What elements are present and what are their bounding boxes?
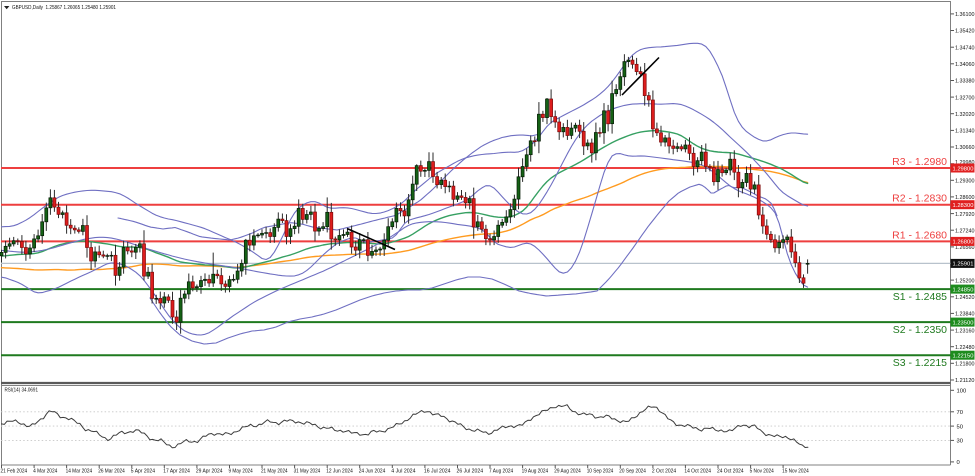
- svg-text:9 May 2024: 9 May 2024: [229, 469, 253, 475]
- svg-text:17 Apr 2024: 17 Apr 2024: [163, 469, 190, 475]
- svg-text:1.23840: 1.23840: [955, 312, 975, 318]
- svg-text:1.21120: 1.21120: [955, 378, 975, 384]
- svg-text:21 Feb 2024: 21 Feb 2024: [1, 469, 28, 475]
- svg-text:20 Sep 2024: 20 Sep 2024: [619, 469, 646, 475]
- svg-text:5 Apr 2024: 5 Apr 2024: [131, 469, 155, 475]
- svg-text:2 Oct 2024: 2 Oct 2024: [652, 469, 676, 475]
- svg-text:24 Oct 2024: 24 Oct 2024: [717, 469, 744, 475]
- svg-text:S3 - 1.2215: S3 - 1.2215: [893, 357, 947, 369]
- svg-text:1.33380: 1.33380: [955, 79, 975, 85]
- svg-text:1.26800: 1.26800: [953, 240, 974, 246]
- svg-text:10 Sep 2024: 10 Sep 2024: [587, 469, 614, 475]
- svg-text:1.25200: 1.25200: [955, 278, 975, 284]
- svg-text:1.27240: 1.27240: [955, 228, 975, 234]
- svg-text:1.28600: 1.28600: [955, 195, 975, 201]
- svg-text:1.34740: 1.34740: [955, 45, 975, 51]
- svg-text:1.21800: 1.21800: [955, 362, 975, 368]
- svg-text:RSI(14) 34.0691: RSI(14) 34.0691: [5, 388, 39, 394]
- svg-text:S1 - 1.2485: S1 - 1.2485: [893, 291, 947, 303]
- svg-text:R1 - 1.2680: R1 - 1.2680: [892, 229, 947, 241]
- svg-text:1.34060: 1.34060: [955, 62, 975, 68]
- svg-text:1.29800: 1.29800: [953, 166, 974, 172]
- svg-text:1.22150: 1.22150: [953, 354, 974, 360]
- svg-text:29 Apr 2024: 29 Apr 2024: [196, 469, 223, 475]
- svg-text:1.24850: 1.24850: [953, 287, 974, 293]
- svg-text:1.22480: 1.22480: [955, 345, 975, 351]
- svg-text:1.36100: 1.36100: [955, 12, 975, 18]
- svg-text:0: 0: [957, 460, 960, 466]
- svg-text:1.23500: 1.23500: [953, 320, 974, 326]
- svg-text:15 Nov 2024: 15 Nov 2024: [782, 469, 809, 475]
- svg-text:1.31340: 1.31340: [955, 129, 975, 135]
- svg-text:26 Mar 2024: 26 Mar 2024: [98, 469, 125, 475]
- svg-text:16 Jul 2024: 16 Jul 2024: [424, 469, 451, 475]
- svg-text:1.32020: 1.32020: [955, 112, 975, 118]
- svg-text:29 Aug 2024: 29 Aug 2024: [554, 469, 581, 475]
- svg-text:1.23160: 1.23160: [955, 328, 975, 334]
- svg-text:12 Jun 2024: 12 Jun 2024: [326, 469, 353, 475]
- svg-text:50: 50: [957, 424, 963, 430]
- svg-text:14 Oct 2024: 14 Oct 2024: [684, 469, 711, 475]
- svg-text:1.32700: 1.32700: [955, 95, 975, 101]
- svg-text:1.29980: 1.29980: [955, 160, 975, 166]
- svg-text:1.29300: 1.29300: [955, 179, 975, 185]
- svg-text:26 Jul 2024: 26 Jul 2024: [457, 469, 484, 475]
- svg-text:100: 100: [957, 389, 967, 395]
- svg-text:1.28300: 1.28300: [953, 203, 974, 209]
- svg-text:24 Jun 2024: 24 Jun 2024: [359, 469, 386, 475]
- svg-text:14 Mar 2024: 14 Mar 2024: [66, 469, 93, 475]
- svg-text:5 Nov 2024: 5 Nov 2024: [750, 469, 774, 475]
- svg-text:R3 - 1.2980: R3 - 1.2980: [892, 156, 947, 168]
- svg-text:1.35420: 1.35420: [955, 29, 975, 35]
- svg-text:31 May 2024: 31 May 2024: [294, 469, 321, 475]
- svg-text:4 Jul 2024: 4 Jul 2024: [391, 469, 415, 475]
- svg-text:1.27920: 1.27920: [955, 212, 975, 218]
- svg-text:1.30660: 1.30660: [955, 145, 975, 151]
- svg-text:1.25901: 1.25901: [953, 262, 974, 268]
- svg-text:30: 30: [957, 439, 963, 445]
- svg-text:19 Aug 2024: 19 Aug 2024: [522, 469, 549, 475]
- svg-text:S2 - 1.2350: S2 - 1.2350: [893, 324, 947, 336]
- svg-text:GBPUSD,Daily 1.25867 1.26065: GBPUSD,Daily 1.25867 1.26065 1.25480 1.2…: [12, 5, 116, 11]
- svg-text:1.26560: 1.26560: [955, 245, 975, 251]
- svg-text:1.24520: 1.24520: [955, 295, 975, 301]
- svg-text:70: 70: [957, 410, 963, 416]
- svg-text:4 Mar 2024: 4 Mar 2024: [33, 469, 57, 475]
- svg-text:R2 - 1.2830: R2 - 1.2830: [892, 193, 947, 205]
- svg-text:7 Aug 2024: 7 Aug 2024: [489, 469, 513, 475]
- svg-text:21 May 2024: 21 May 2024: [261, 469, 288, 475]
